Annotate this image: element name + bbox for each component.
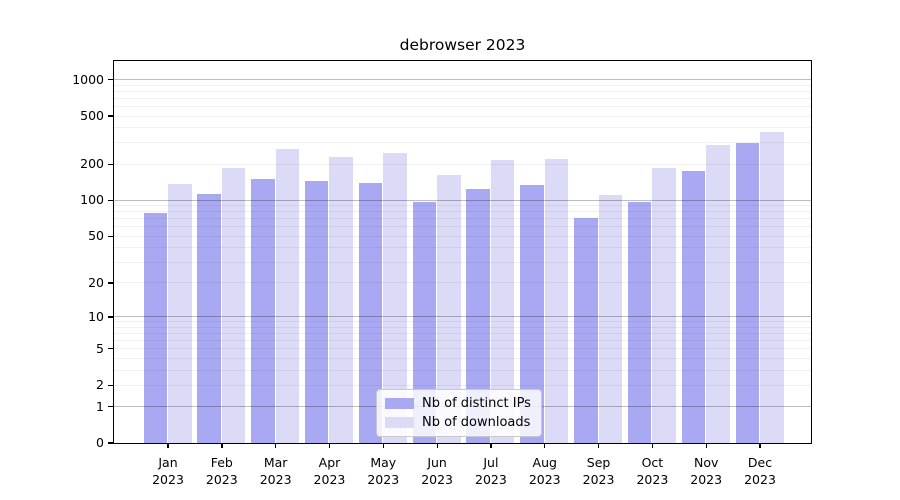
bar-downloads-jan — [168, 183, 192, 443]
legend-item-downloads: Nb of downloads — [385, 415, 531, 430]
y-tick-mark — [108, 384, 113, 386]
x-tick-label-may: May 2023 — [367, 455, 400, 487]
x-tick-mark — [597, 443, 600, 448]
x-tick-mark — [490, 443, 492, 448]
y-tick-label: 1000 — [72, 71, 104, 87]
bar-downloads-apr — [329, 156, 353, 443]
plot-area — [113, 60, 812, 444]
bar-downloads-may — [383, 153, 407, 443]
x-tick-mark — [382, 443, 384, 448]
y-tick-mark — [108, 235, 113, 237]
y-tick-mark — [108, 199, 113, 201]
x-tick-mark — [759, 443, 761, 448]
x-tick-label-jul: Jul 2023 — [475, 455, 507, 487]
y-tick-label: 500 — [80, 108, 104, 124]
legend-label-downloads: Nb of downloads — [422, 415, 531, 430]
bar-ips-aug — [520, 184, 544, 443]
x-tick-mark — [167, 443, 169, 448]
x-tick-label-sep: Sep 2023 — [582, 455, 615, 487]
y-tick-label: 2 — [96, 377, 104, 393]
y-tick-label: 1 — [96, 398, 104, 414]
bars-layer — [114, 61, 811, 443]
bar-downloads-aug — [544, 159, 569, 443]
x-tick-label-feb: Feb 2023 — [205, 455, 238, 487]
y-tick-mark — [108, 316, 113, 318]
x-tick-label-mar: Mar 2023 — [259, 455, 292, 487]
chart-title: debrowser 2023 — [399, 36, 526, 54]
x-tick-label-apr: Apr 2023 — [313, 455, 346, 487]
x-tick-mark — [221, 443, 223, 448]
x-tick-mark — [651, 443, 654, 448]
bar-ips-feb — [197, 193, 221, 443]
y-tick-mark — [108, 79, 113, 81]
legend-swatch-downloads — [385, 417, 414, 428]
x-tick-label-nov: Nov 2023 — [690, 455, 723, 487]
x-tick-mark — [705, 443, 707, 448]
y-tick-label: 5 — [96, 340, 104, 356]
bar-ips-may — [358, 182, 383, 443]
x-tick-mark — [544, 443, 546, 448]
bar-downloads-jun — [437, 174, 461, 443]
x-tick-mark — [328, 443, 331, 448]
y-tick-label: 50 — [88, 228, 104, 244]
bar-downloads-feb — [221, 168, 246, 443]
legend: Nb of distinct IPs Nb of downloads — [376, 389, 542, 437]
x-tick-label-dec: Dec 2023 — [744, 455, 776, 487]
bar-ips-jun — [412, 202, 437, 443]
x-tick-mark — [436, 443, 438, 448]
y-tick-label: 100 — [80, 192, 104, 208]
y-tick-label: 200 — [80, 156, 104, 172]
y-tick-label: 10 — [88, 308, 104, 324]
bar-ips-oct — [627, 202, 652, 443]
bar-downloads-sep — [598, 195, 623, 443]
bar-ips-apr — [304, 181, 329, 443]
bar-ips-nov — [681, 170, 706, 443]
bar-downloads-jul — [490, 160, 515, 443]
bar-downloads-mar — [275, 148, 300, 443]
y-tick-label: 20 — [88, 274, 104, 290]
y-tick-mark — [108, 405, 113, 408]
y-tick-mark — [108, 115, 113, 117]
y-tick-mark — [108, 442, 113, 444]
bar-downloads-dec — [760, 131, 784, 443]
x-tick-label-jan: Jan 2023 — [152, 455, 184, 487]
x-tick-label-aug: Aug 2023 — [528, 455, 561, 487]
y-tick-mark — [108, 282, 113, 284]
y-tick-mark — [108, 348, 113, 350]
bar-downloads-oct — [652, 167, 676, 443]
bar-ips-dec — [735, 143, 760, 443]
x-tick-mark — [275, 443, 277, 448]
legend-label-distinct-ips: Nb of distinct IPs — [422, 396, 531, 411]
bar-ips-mar — [251, 179, 275, 443]
y-tick-label: 0 — [96, 435, 104, 450]
legend-swatch-distinct-ips — [385, 398, 414, 409]
bar-ips-jan — [143, 213, 167, 443]
x-tick-label-jun: Jun 2023 — [421, 455, 453, 487]
bar-ips-jul — [466, 189, 490, 443]
bar-ips-sep — [574, 218, 598, 443]
x-tick-label-oct: Oct 2023 — [636, 455, 669, 487]
legend-item-distinct-ips: Nb of distinct IPs — [385, 396, 531, 411]
y-tick-mark — [108, 163, 113, 165]
bar-downloads-nov — [706, 144, 730, 443]
